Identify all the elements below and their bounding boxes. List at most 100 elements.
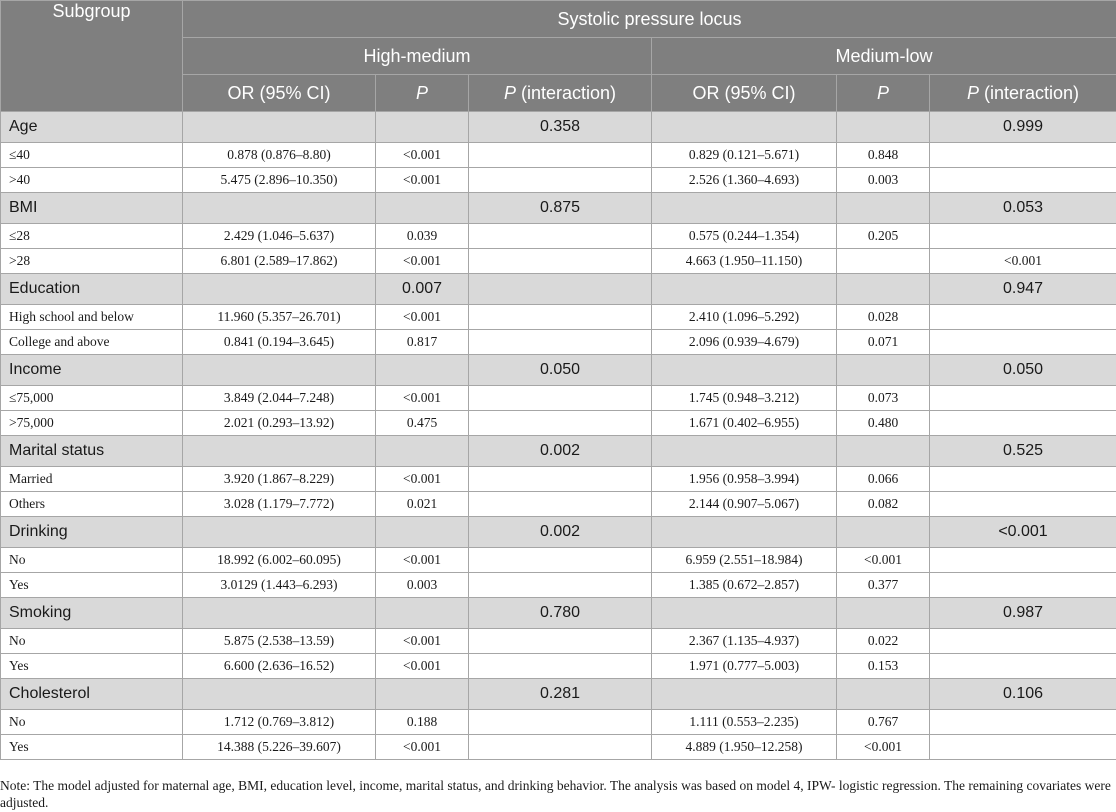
p-high-medium-cell	[375, 435, 469, 467]
p-high-medium-cell: <0.001	[375, 734, 469, 760]
p-high-medium-cell: <0.001	[375, 466, 469, 492]
table-row: ≤75,000 3.849 (2.044–7.248) <0.001 1.745 (0…	[0, 385, 1116, 411]
p-interaction-medium-low-cell	[928, 385, 1116, 411]
table-row: Yes 14.388 (5.226–39.607) <0.001 4.889 (1.9…	[0, 734, 1116, 760]
p-high-medium-cell: <0.001	[375, 547, 469, 573]
row-label: Married	[0, 466, 183, 492]
p-interaction-medium-low-cell	[928, 410, 1116, 436]
p-high-medium-cell	[375, 597, 469, 629]
or-medium-low-cell: 0.829 (0.121–5.671)	[651, 142, 837, 168]
table-row: >40 5.475 (2.896–10.350) <0.001 2.526 (1.36…	[0, 167, 1116, 193]
row-label: >40	[0, 167, 183, 193]
p-interaction-high-medium-cell: 0.281	[468, 678, 652, 710]
p-high-medium-cell: <0.001	[375, 142, 469, 168]
or-header-high-medium: OR (95% CI)	[182, 74, 376, 112]
or-medium-low-cell	[651, 516, 837, 548]
p-interaction-high-medium-cell: 0.002	[468, 435, 652, 467]
p-medium-low-cell: <0.001	[836, 734, 930, 760]
p-interaction-medium-low-cell: 0.106	[928, 678, 1116, 710]
or-medium-low-cell: 1.385 (0.672–2.857)	[651, 572, 837, 598]
p-medium-low-cell: 0.066	[836, 466, 930, 492]
p-interaction-medium-low-cell	[928, 653, 1116, 679]
table-row: ≤40 0.878 (0.876–8.80) <0.001 0.829 (0.121–…	[0, 142, 1116, 168]
subgroup-table: Subgroup Systolic pressure locus High-me…	[0, 0, 1116, 760]
p-interaction-high-medium-cell	[468, 466, 652, 492]
p-medium-low-cell: 0.082	[836, 491, 930, 517]
p-medium-low-cell	[836, 516, 930, 548]
locus-header: Systolic pressure locus	[181, 0, 1116, 38]
p-interaction-medium-low-cell: 0.999	[928, 111, 1116, 143]
group-label: Marital status	[0, 435, 183, 467]
p-medium-low-cell: 0.028	[836, 304, 930, 330]
table-row: Yes 3.0129 (1.443–6.293) 0.003 1.385 (0.672…	[0, 572, 1116, 598]
or-high-medium-cell: 5.475 (2.896–10.350)	[182, 167, 376, 193]
table-row: No 5.875 (2.538–13.59) <0.001 2.367 (1.135–…	[0, 628, 1116, 654]
p-interaction-medium-low-cell	[928, 329, 1116, 355]
p-medium-low-cell	[836, 597, 930, 629]
p-interaction-medium-low-cell: 0.987	[928, 597, 1116, 629]
high-medium-header: High-medium	[182, 37, 652, 75]
p-interaction-high-medium-cell	[468, 410, 652, 436]
p-high-medium-cell: <0.001	[375, 304, 469, 330]
p-interaction-high-medium-cell: 0.875	[468, 192, 652, 224]
or-medium-low-cell: 1.745 (0.948–3.212)	[651, 385, 837, 411]
or-medium-low-cell	[651, 192, 837, 224]
p-medium-low-cell: <0.001	[836, 547, 930, 573]
p-interaction-high-medium-cell	[468, 653, 652, 679]
or-medium-low-cell: 2.526 (1.360–4.693)	[651, 167, 837, 193]
or-medium-low-cell	[651, 597, 837, 629]
table-row: >75,000 2.021 (0.293–13.92) 0.475 1.671 (0.…	[0, 410, 1116, 436]
table-row: No 1.712 (0.769–3.812) 0.188 1.111 (0.553–2…	[0, 709, 1116, 735]
table-row: Married 3.920 (1.867–8.229) <0.001 1.956 (0…	[0, 466, 1116, 492]
group-row: Cholesterol 0.281 0.106	[0, 678, 1116, 710]
p-header-medium-low: P	[836, 74, 930, 112]
table-row: >28 6.801 (2.589–17.862) <0.001 4.663 (1.95…	[0, 248, 1116, 274]
p-high-medium-cell: <0.001	[375, 167, 469, 193]
p-interaction-medium-low-cell	[928, 572, 1116, 598]
or-high-medium-cell: 6.801 (2.589–17.862)	[182, 248, 376, 274]
p-high-medium-cell: 0.475	[375, 410, 469, 436]
p-high-medium-cell	[375, 111, 469, 143]
p-high-medium-cell: <0.001	[375, 385, 469, 411]
p-high-medium-cell: 0.817	[375, 329, 469, 355]
table-header: Subgroup Systolic pressure locus High-me…	[0, 0, 1116, 112]
row-label: College and above	[0, 329, 183, 355]
p-medium-low-cell: 0.071	[836, 329, 930, 355]
group-label: Cholesterol	[0, 678, 183, 710]
p-high-medium-cell	[375, 516, 469, 548]
p-high-medium-cell	[375, 354, 469, 386]
or-medium-low-cell: 4.663 (1.950–11.150)	[651, 248, 837, 274]
row-label: Yes	[0, 734, 183, 760]
row-label: Others	[0, 491, 183, 517]
group-row: Smoking 0.780 0.987	[0, 597, 1116, 629]
row-label: No	[0, 547, 183, 573]
group-row: Age 0.358 0.999	[0, 111, 1116, 143]
p-interaction-high-medium-cell	[468, 142, 652, 168]
p-interaction-header-medium-low: P (interaction)	[928, 74, 1116, 112]
p-medium-low-cell: 0.480	[836, 410, 930, 436]
or-high-medium-cell: 6.600 (2.636–16.52)	[182, 653, 376, 679]
or-medium-low-cell	[651, 435, 837, 467]
row-label: ≤28	[0, 223, 183, 249]
group-row: Drinking 0.002 <0.001	[0, 516, 1116, 548]
p-interaction-high-medium-cell	[468, 273, 652, 305]
group-label: Smoking	[0, 597, 183, 629]
or-medium-low-cell: 1.971 (0.777–5.003)	[651, 653, 837, 679]
row-label: ≤75,000	[0, 385, 183, 411]
or-header-medium-low: OR (95% CI)	[651, 74, 837, 112]
row-label: No	[0, 628, 183, 654]
p-medium-low-cell: 0.073	[836, 385, 930, 411]
or-high-medium-cell: 0.841 (0.194–3.645)	[182, 329, 376, 355]
or-high-medium-cell: 3.028 (1.179–7.772)	[182, 491, 376, 517]
group-row: BMI 0.875 0.053	[0, 192, 1116, 224]
p-high-medium-cell: 0.021	[375, 491, 469, 517]
or-high-medium-cell: 3.849 (2.044–7.248)	[182, 385, 376, 411]
p-medium-low-cell	[836, 192, 930, 224]
p-interaction-high-medium-cell	[468, 385, 652, 411]
or-medium-low-cell	[651, 273, 837, 305]
group-label: BMI	[0, 192, 183, 224]
or-medium-low-cell: 1.956 (0.958–3.994)	[651, 466, 837, 492]
or-medium-low-cell: 6.959 (2.551–18.984)	[651, 547, 837, 573]
row-label: ≤40	[0, 142, 183, 168]
p-interaction-medium-low-cell: 0.525	[928, 435, 1116, 467]
